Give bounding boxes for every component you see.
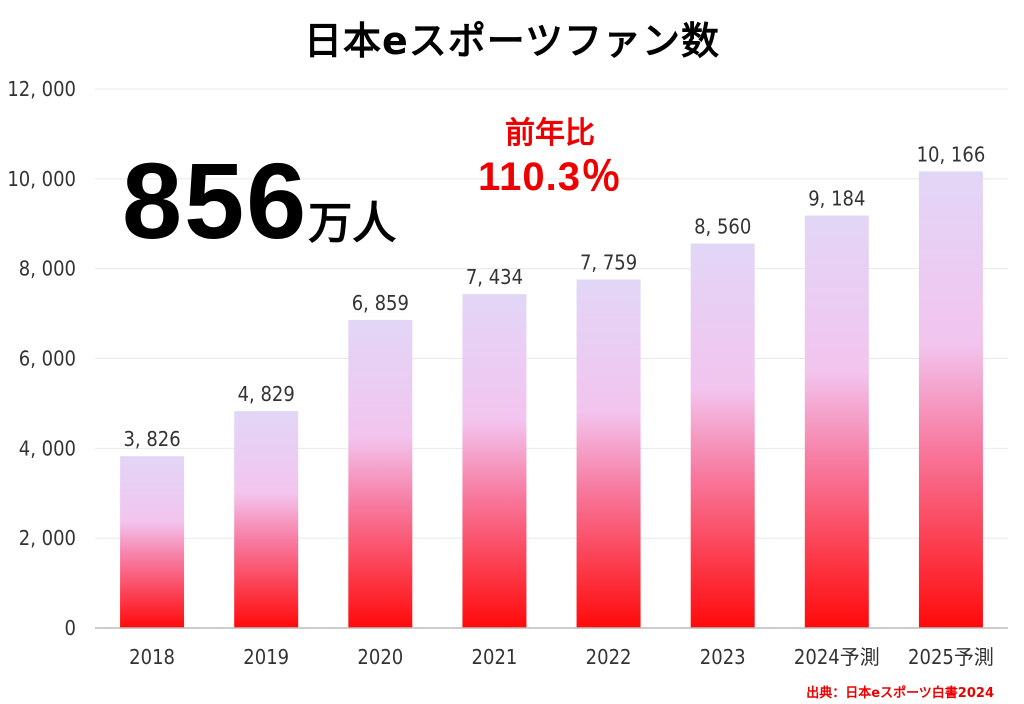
yoy-callout: 前年比 110.3％: [440, 114, 660, 200]
source-note: 出典：日本eスポーツ白書2024: [806, 686, 994, 701]
bar: [918, 171, 983, 628]
bar: [804, 215, 869, 628]
data-label: 3, 826: [123, 427, 180, 451]
y-axis: 0 2, 000 4, 000 6, 000 8, 000 10, 000 12, 000: [7, 77, 76, 640]
bar: [120, 456, 185, 628]
yoy-label: 前年比: [505, 116, 595, 151]
chart-title: 日本eスポーツファン数: [303, 19, 720, 63]
yoy-value: 110.3％: [478, 155, 622, 199]
x-tick-label: 2019: [243, 645, 289, 669]
y-tick-label: 0: [65, 616, 76, 640]
y-tick-label: 6, 000: [19, 347, 76, 371]
bars: [120, 171, 983, 628]
x-tick-label: 2022: [586, 645, 632, 669]
y-tick-label: 4, 000: [19, 436, 76, 460]
x-axis: 2018 2019 2020 2021 2022 2023 2024予測 2025予測: [129, 645, 994, 669]
x-tick-label: 2018: [129, 645, 175, 669]
headline-total-value: 856: [122, 140, 309, 261]
data-label: 7, 759: [580, 250, 637, 274]
y-tick-label: 12, 000: [7, 77, 76, 101]
bar: [348, 319, 413, 628]
data-label: 6, 859: [352, 291, 409, 315]
data-labels: 3, 826 4, 829 6, 859 7, 434 7, 759 8, 560 9, 1…: [123, 142, 985, 451]
x-tick-label: 2023: [700, 645, 746, 669]
x-tick-label: 2025予測: [908, 645, 994, 669]
x-tick-label: 2024予測: [794, 645, 880, 669]
data-label: 10, 166: [917, 142, 986, 166]
data-label: 9, 184: [808, 186, 865, 210]
headline-total: 856万人: [122, 138, 396, 263]
y-tick-label: 2, 000: [19, 526, 76, 550]
headline-total-unit: 万人: [308, 198, 397, 249]
bar: [576, 279, 641, 628]
data-label: 8, 560: [694, 215, 751, 239]
x-tick-label: 2021: [472, 645, 518, 669]
data-label: 7, 434: [466, 265, 523, 289]
y-tick-label: 10, 000: [7, 167, 76, 191]
data-label: 4, 829: [238, 382, 295, 406]
bar: [690, 243, 755, 628]
bar: [234, 411, 299, 628]
bar: [462, 294, 527, 628]
x-tick-label: 2020: [357, 645, 403, 669]
y-tick-label: 8, 000: [19, 257, 76, 281]
